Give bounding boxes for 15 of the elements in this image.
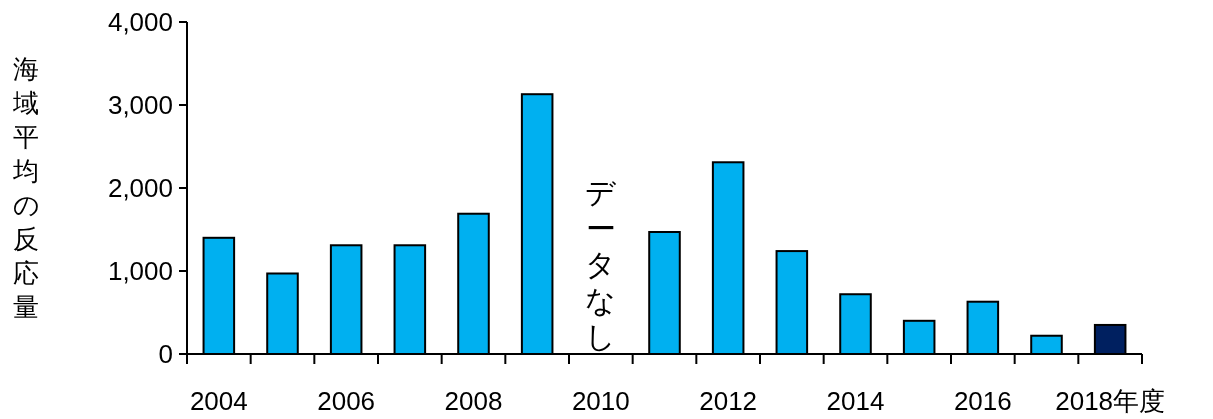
x-tick-label: 2016 [953, 386, 1012, 416]
x-tick-label: 2010 [571, 386, 630, 416]
x-tick-label: 2008 [444, 386, 503, 416]
y-axis-title: 海域平均の反応量 [12, 54, 40, 323]
x-tick-label: 2012 [699, 386, 758, 416]
y-tick-label: 1,000 [107, 256, 173, 286]
y-tick-label: 3,000 [107, 90, 173, 120]
y-tick-label: 2,000 [107, 173, 173, 203]
y-tick-label: 0 [158, 339, 173, 369]
annotation: データなし [585, 175, 617, 353]
x-tick-label: 2014 [826, 386, 885, 416]
y-tick-label: 4,000 [107, 7, 173, 37]
x-tick-label: 2004 [189, 386, 248, 416]
x-tick-label: 2018年度 [1055, 386, 1166, 416]
x-tick-label: 2006 [317, 386, 376, 416]
